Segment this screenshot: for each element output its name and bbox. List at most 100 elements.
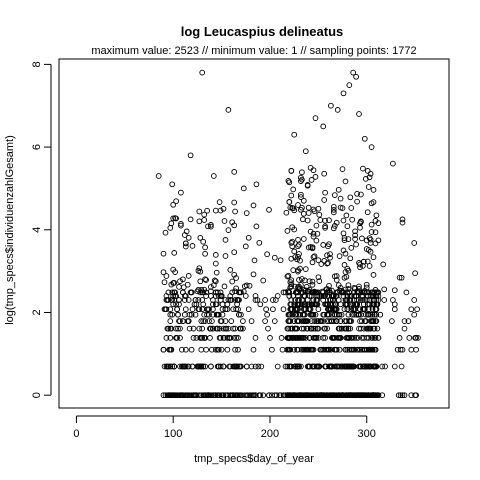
data-point: [199, 347, 204, 352]
data-point: [231, 307, 236, 312]
data-point: [409, 307, 414, 312]
plot-frame: [59, 59, 449, 408]
data-point: [254, 224, 259, 229]
data-point: [336, 187, 341, 192]
data-point: [331, 204, 336, 209]
y-tick-label: 0: [31, 392, 43, 398]
data-point: [349, 246, 354, 251]
data-point: [341, 231, 346, 236]
data-point: [209, 364, 214, 369]
data-point: [261, 278, 266, 283]
x-axis-label: tmp_specs$day_of_year: [194, 453, 314, 465]
data-point: [161, 347, 166, 352]
data-point: [258, 302, 263, 307]
x-tick-label: 300: [358, 428, 376, 440]
data-point: [307, 279, 312, 284]
data-point: [369, 145, 374, 150]
data-point: [345, 224, 350, 229]
data-point: [213, 208, 218, 213]
data-point: [253, 336, 258, 341]
data-point: [191, 336, 196, 341]
data-point: [321, 124, 326, 129]
data-point: [168, 226, 173, 231]
data-point: [300, 170, 305, 175]
data-point: [183, 307, 188, 312]
data-point: [297, 252, 302, 257]
data-point: [369, 222, 374, 227]
data-point: [316, 307, 321, 312]
data-point: [319, 262, 324, 267]
data-point: [336, 298, 341, 303]
data-point: [412, 241, 417, 246]
data-point: [376, 238, 381, 243]
data-point: [213, 261, 218, 266]
data-point: [301, 217, 306, 222]
data-point: [232, 170, 237, 175]
data-point: [367, 264, 372, 269]
data-point: [321, 243, 326, 248]
data-point: [202, 218, 207, 223]
data-point: [390, 319, 395, 324]
data-point: [246, 235, 251, 240]
data-point: [344, 213, 349, 218]
data-point: [270, 347, 275, 352]
data-point: [243, 294, 248, 299]
data-point: [290, 239, 295, 244]
data-point: [221, 364, 226, 369]
data-point: [329, 103, 334, 108]
data-point: [251, 347, 256, 352]
data-point: [257, 240, 262, 245]
data-point: [244, 364, 249, 369]
data-point: [380, 364, 385, 369]
data-point: [413, 271, 418, 276]
data-point: [226, 228, 231, 233]
data-point: [267, 393, 272, 398]
data-point: [335, 108, 340, 113]
data-point: [313, 116, 318, 121]
data-point: [204, 347, 209, 352]
data-point: [349, 206, 354, 211]
data-point: [190, 307, 195, 312]
data-point: [254, 182, 259, 187]
data-point: [322, 171, 327, 176]
data-point: [161, 251, 166, 256]
data-point: [202, 212, 207, 217]
data-point: [362, 136, 367, 141]
data-point: [223, 298, 228, 303]
data-point: [246, 307, 251, 312]
data-point: [382, 298, 387, 303]
data-point: [371, 273, 376, 278]
data-point: [303, 149, 308, 154]
y-tick-label: 4: [31, 227, 43, 233]
data-point: [232, 250, 237, 255]
data-point: [229, 319, 234, 324]
data-point: [272, 255, 277, 260]
data-point: [374, 213, 379, 218]
data-point: [391, 298, 396, 303]
data-point: [185, 282, 190, 287]
data-point: [175, 307, 180, 312]
data-point: [392, 364, 397, 369]
data-point: [291, 268, 296, 273]
data-point: [292, 132, 297, 137]
data-point: [182, 312, 187, 317]
data-point: [266, 326, 271, 331]
data-point: [222, 284, 227, 289]
data-point: [198, 235, 203, 240]
data-point: [414, 347, 419, 352]
data-point: [392, 288, 397, 293]
data-point: [197, 209, 202, 214]
data-point: [310, 260, 315, 265]
data-point: [197, 219, 202, 224]
data-point: [340, 167, 345, 172]
data-point: [343, 179, 348, 184]
data-point: [203, 245, 208, 250]
data-point: [297, 278, 302, 283]
data-point: [177, 285, 182, 290]
data-point: [415, 307, 420, 312]
data-point: [217, 200, 222, 205]
data-point: [197, 326, 202, 331]
data-point: [280, 347, 285, 352]
data-point: [233, 209, 238, 214]
